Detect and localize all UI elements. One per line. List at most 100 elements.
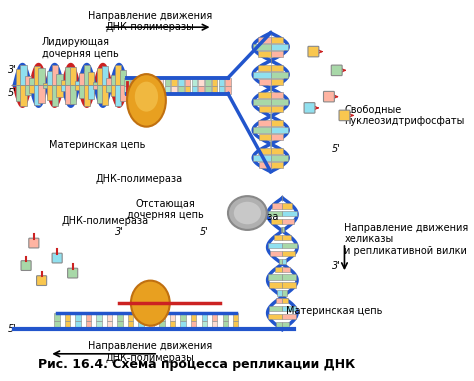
Text: 3': 3' [8, 66, 17, 75]
FancyBboxPatch shape [271, 148, 283, 154]
FancyBboxPatch shape [198, 78, 204, 86]
FancyBboxPatch shape [79, 73, 85, 85]
FancyBboxPatch shape [170, 321, 175, 330]
FancyBboxPatch shape [283, 314, 296, 319]
FancyBboxPatch shape [275, 267, 283, 272]
FancyBboxPatch shape [56, 85, 63, 97]
FancyBboxPatch shape [128, 321, 133, 330]
FancyBboxPatch shape [97, 67, 103, 85]
FancyBboxPatch shape [96, 321, 102, 330]
FancyBboxPatch shape [106, 85, 112, 92]
FancyBboxPatch shape [253, 99, 271, 106]
FancyBboxPatch shape [65, 67, 72, 85]
FancyBboxPatch shape [65, 85, 72, 104]
FancyBboxPatch shape [75, 321, 81, 330]
FancyBboxPatch shape [283, 274, 296, 280]
Text: 5': 5' [332, 144, 341, 154]
FancyBboxPatch shape [138, 321, 144, 330]
FancyBboxPatch shape [271, 127, 288, 133]
Text: Отстающая
дочерняя цепь: Отстающая дочерняя цепь [128, 199, 204, 220]
FancyBboxPatch shape [181, 312, 186, 321]
FancyBboxPatch shape [43, 83, 49, 85]
FancyBboxPatch shape [259, 162, 271, 168]
Text: Материнская цепь: Материнская цепь [49, 141, 146, 150]
FancyBboxPatch shape [138, 86, 143, 94]
FancyBboxPatch shape [178, 86, 183, 94]
FancyBboxPatch shape [138, 312, 144, 321]
FancyBboxPatch shape [34, 66, 40, 85]
FancyBboxPatch shape [128, 312, 133, 321]
FancyBboxPatch shape [34, 85, 40, 105]
FancyBboxPatch shape [191, 321, 196, 330]
FancyBboxPatch shape [68, 268, 78, 278]
FancyBboxPatch shape [271, 99, 288, 106]
FancyBboxPatch shape [145, 78, 150, 86]
FancyBboxPatch shape [233, 312, 238, 321]
FancyBboxPatch shape [55, 312, 60, 321]
FancyBboxPatch shape [277, 290, 283, 296]
FancyBboxPatch shape [198, 86, 204, 94]
FancyBboxPatch shape [339, 110, 350, 121]
FancyBboxPatch shape [65, 321, 70, 330]
Ellipse shape [228, 196, 267, 230]
FancyBboxPatch shape [92, 82, 99, 85]
Text: Направление движения
хеликазы
и репликативной вилки: Направление движения хеликазы и репликат… [345, 223, 469, 256]
FancyBboxPatch shape [158, 86, 164, 94]
FancyBboxPatch shape [185, 78, 191, 86]
FancyBboxPatch shape [233, 321, 238, 330]
FancyBboxPatch shape [225, 86, 231, 94]
Text: Хеликаза: Хеликаза [231, 212, 279, 222]
FancyBboxPatch shape [29, 78, 36, 85]
FancyBboxPatch shape [191, 86, 197, 94]
FancyBboxPatch shape [83, 65, 90, 85]
FancyBboxPatch shape [115, 65, 121, 85]
FancyBboxPatch shape [56, 74, 63, 85]
FancyBboxPatch shape [25, 85, 31, 95]
FancyBboxPatch shape [172, 78, 177, 86]
FancyBboxPatch shape [283, 282, 295, 288]
FancyBboxPatch shape [119, 70, 126, 85]
FancyBboxPatch shape [271, 120, 283, 126]
FancyBboxPatch shape [55, 321, 60, 330]
Text: Рис. 16.4. Схема процесса репликации ДНК: Рис. 16.4. Схема процесса репликации ДНК [38, 358, 356, 371]
FancyBboxPatch shape [79, 85, 85, 98]
FancyBboxPatch shape [258, 120, 271, 126]
FancyBboxPatch shape [159, 312, 165, 321]
FancyBboxPatch shape [253, 72, 271, 78]
FancyBboxPatch shape [29, 85, 36, 93]
FancyBboxPatch shape [268, 274, 283, 280]
Text: Направление движения
ДНК-полимеразы: Направление движения ДНК-полимеразы [88, 11, 212, 32]
Text: 3': 3' [115, 227, 124, 237]
FancyBboxPatch shape [331, 65, 342, 75]
FancyBboxPatch shape [219, 78, 224, 86]
FancyBboxPatch shape [159, 321, 165, 330]
FancyBboxPatch shape [36, 276, 46, 285]
FancyBboxPatch shape [271, 219, 283, 224]
FancyBboxPatch shape [258, 51, 271, 57]
FancyBboxPatch shape [178, 78, 183, 86]
FancyBboxPatch shape [271, 93, 283, 98]
FancyBboxPatch shape [124, 78, 130, 86]
FancyBboxPatch shape [106, 78, 112, 85]
FancyBboxPatch shape [151, 78, 157, 86]
FancyBboxPatch shape [29, 238, 39, 248]
Ellipse shape [131, 281, 170, 326]
FancyBboxPatch shape [283, 322, 289, 327]
FancyBboxPatch shape [138, 78, 143, 86]
FancyBboxPatch shape [88, 85, 94, 99]
FancyBboxPatch shape [201, 312, 207, 321]
FancyBboxPatch shape [212, 78, 217, 86]
FancyBboxPatch shape [20, 85, 27, 106]
FancyBboxPatch shape [283, 203, 292, 208]
FancyBboxPatch shape [164, 86, 170, 94]
FancyBboxPatch shape [75, 312, 81, 321]
FancyBboxPatch shape [271, 162, 283, 168]
FancyBboxPatch shape [38, 85, 45, 103]
FancyBboxPatch shape [283, 243, 297, 248]
FancyBboxPatch shape [21, 261, 31, 271]
FancyBboxPatch shape [16, 69, 22, 85]
FancyBboxPatch shape [52, 253, 62, 263]
FancyBboxPatch shape [323, 91, 334, 102]
FancyBboxPatch shape [172, 86, 177, 94]
FancyBboxPatch shape [83, 85, 90, 106]
